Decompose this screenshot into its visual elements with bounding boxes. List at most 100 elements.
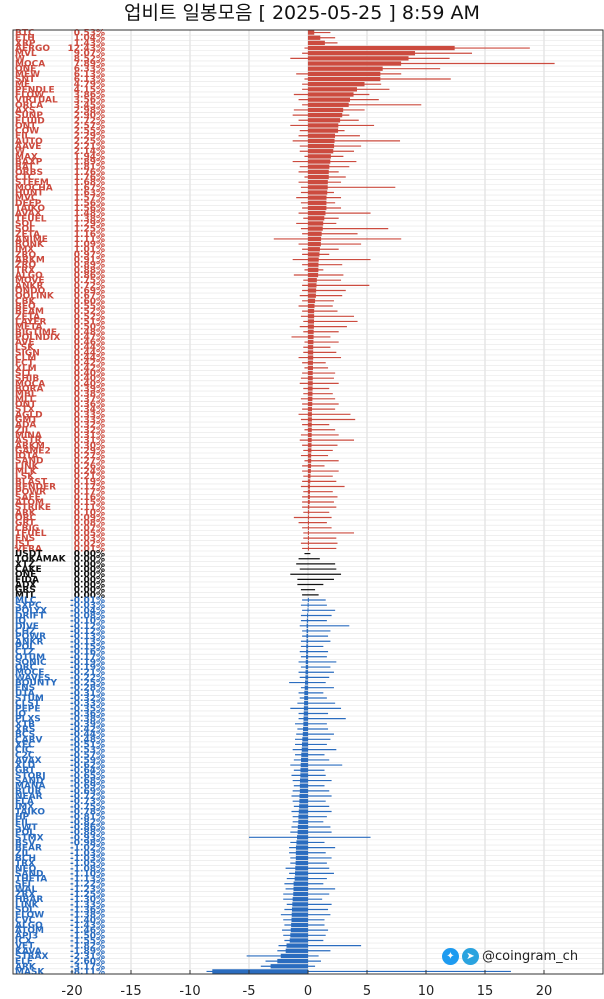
change-percent-label: 1.76%: [74, 173, 105, 183]
tick-label: -20: [61, 984, 82, 999]
change-percent-label: -0.86%: [70, 823, 105, 833]
coin-name-label: ATOM: [15, 926, 44, 936]
change-percent-label: -0.59%: [70, 756, 105, 766]
coin-name-label: MOCHA: [15, 183, 53, 193]
coin-name-label: XEC: [15, 740, 35, 750]
change-percent-label: 0.09%: [74, 513, 105, 523]
x-axis-ticks: -20 -15 -10 -5 0 5 10 15 20: [61, 970, 552, 999]
change-percent-label: 0.89%: [74, 261, 105, 271]
change-bar: [286, 943, 308, 948]
change-bar: [308, 30, 315, 35]
coin-name-label: STRIKE: [15, 503, 51, 513]
change-bar: [308, 92, 354, 97]
coin-name-label: PENDLE: [15, 85, 55, 95]
coin-name-label: XLM: [15, 364, 37, 374]
change-bar: [299, 778, 308, 783]
coin-name-label: ALGO: [15, 921, 43, 931]
tick-label: -15: [120, 984, 141, 999]
change-bar: [308, 432, 312, 438]
change-bar: [304, 695, 308, 701]
change-percent-label: 0.34%: [74, 405, 105, 415]
change-percent-label: 0.00%: [74, 550, 105, 560]
coin-name-label: CTZ: [15, 648, 35, 658]
change-bar: [308, 396, 313, 401]
change-percent-label: 0.52%: [74, 312, 105, 322]
change-percent-label: 8.52%: [74, 54, 105, 64]
coin-name-label: ANKR: [15, 281, 43, 291]
coin-name-label: BTC: [15, 29, 35, 39]
change-percent-label: 0.17%: [74, 483, 105, 493]
coin-name-label: GRS: [15, 586, 36, 596]
change-percent-label: 0.44%: [74, 348, 105, 358]
change-percent-label: 2.98%: [74, 106, 105, 116]
coin-name-label: BLAST: [15, 477, 48, 487]
change-bar: [301, 757, 308, 763]
coin-name-label: MINA: [15, 431, 42, 441]
coin-name-label: LINK: [15, 462, 40, 472]
coin-name-label: BOUNTY: [15, 679, 57, 689]
coin-name-label: SLT: [15, 369, 33, 379]
coin-name-label: DEEP: [15, 199, 42, 209]
change-percent-label: 1.76%: [74, 168, 105, 178]
change-percent-label: 0.17%: [74, 488, 105, 498]
change-percent-label: 1.11%: [74, 235, 105, 245]
change-percent-label: 0.30%: [74, 441, 105, 451]
coin-name-label: STMX: [15, 833, 44, 843]
change-percent-label: 1.38%: [74, 214, 105, 224]
change-percent-label: 0.31%: [74, 436, 105, 446]
change-percent-label: 2.14%: [74, 147, 105, 157]
coin-name-label: TOKAMAK: [15, 555, 67, 565]
change-percent-label: -0.04%: [70, 606, 105, 616]
change-bar: [308, 535, 309, 541]
coin-name-label: BEAM: [15, 307, 44, 317]
coin-name-label: AAVE: [15, 142, 41, 152]
coin-name-label: STX: [15, 405, 35, 415]
change-bar: [308, 381, 313, 386]
coin-name-label: META: [15, 323, 43, 333]
change-percent-label: 2.29%: [74, 132, 105, 142]
coin-name-label: SUNP: [15, 111, 43, 121]
change-percent-label: -0.69%: [70, 782, 105, 792]
coin-name-label: API3: [15, 931, 38, 941]
coin-name-label: BORA: [15, 385, 43, 395]
change-percent-label: 0.40%: [74, 369, 105, 379]
change-bar: [303, 716, 308, 721]
coin-name-label: WAL: [15, 885, 37, 895]
change-percent-label: 1.48%: [74, 209, 105, 219]
coin-name-label: AVAX: [15, 756, 42, 766]
change-bar: [308, 530, 309, 536]
change-bar: [307, 613, 309, 618]
change-bar: [308, 504, 310, 510]
change-percent-label: -0.57%: [70, 751, 105, 761]
coin-name-label: AGLD: [15, 410, 43, 420]
change-percent-label: -0.39%: [70, 720, 105, 730]
change-percent-label: -0.25%: [70, 679, 105, 689]
coin-name-label: FIL: [15, 818, 30, 828]
change-bar: [308, 298, 316, 303]
coin-name-label: STRAX: [15, 952, 49, 962]
change-bar: [307, 597, 309, 603]
coin-name-label: ZRO: [15, 250, 36, 260]
change-bar: [300, 773, 308, 778]
coin-name-label: TFUEL: [15, 214, 47, 224]
change-bar: [308, 448, 312, 453]
change-percent-label: -0.88%: [70, 828, 105, 838]
change-percent-label: 1.63%: [74, 188, 105, 198]
change-bar: [308, 437, 312, 443]
change-percent-label: -0.13%: [70, 637, 105, 647]
coin-name-label: DIVE: [15, 622, 39, 632]
change-percent-label: -0.16%: [70, 648, 105, 658]
change-bar: [295, 855, 308, 861]
change-bar: [308, 427, 312, 432]
coin-name-label: ADA: [15, 421, 36, 431]
change-percent-label: 1.89%: [74, 158, 105, 168]
coin-name-label: CIC: [15, 746, 32, 756]
coin-name-label: XRS: [15, 725, 35, 735]
coin-name-label: NEO: [15, 864, 37, 874]
change-percent-label: -2.31%: [70, 952, 105, 962]
change-percent-label: -1.36%: [70, 906, 105, 916]
change-percent-label: -1.05%: [70, 859, 105, 869]
coin-name-label: SEI: [15, 880, 31, 890]
coin-name-label: ALGO: [15, 271, 43, 281]
coin-name-label: ATOM: [15, 498, 44, 508]
